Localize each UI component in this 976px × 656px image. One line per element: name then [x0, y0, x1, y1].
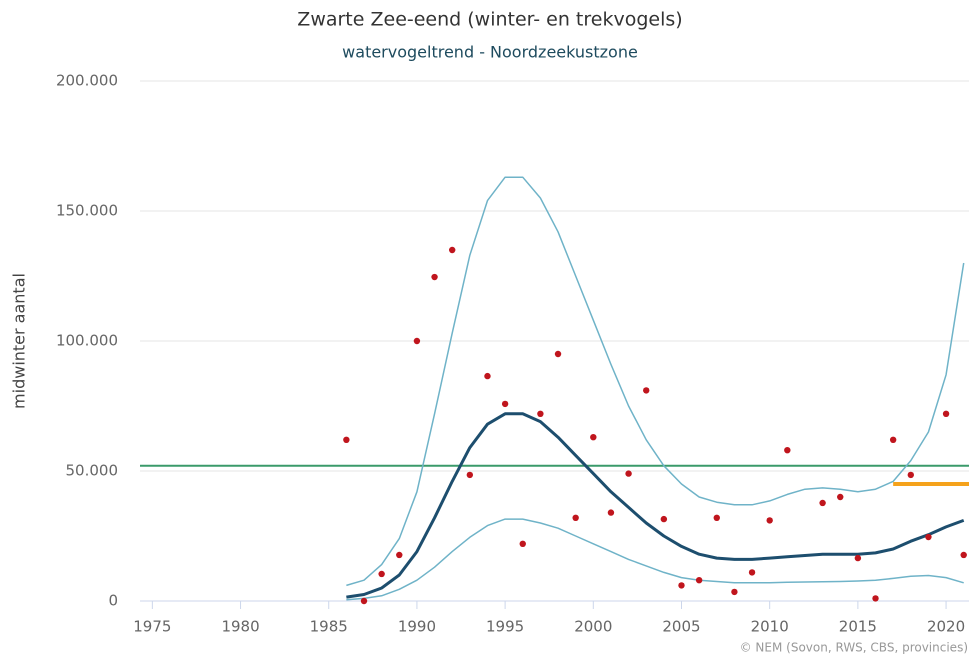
- x-tick-label: 1990: [398, 618, 436, 636]
- x-tick-label: 1975: [133, 618, 171, 636]
- data-point: [448, 246, 456, 254]
- data-point: [519, 540, 526, 547]
- data-point: [854, 554, 862, 562]
- data-point: [431, 273, 438, 281]
- data-point: [889, 436, 897, 443]
- series-line: [346, 518, 964, 601]
- series-line: [346, 412, 965, 599]
- data-point: [501, 400, 509, 408]
- x-tick-label: 1980: [221, 618, 259, 636]
- data-point: [713, 514, 720, 521]
- data-point: [378, 570, 385, 578]
- data-point: [484, 372, 491, 380]
- data-point: [590, 434, 597, 441]
- x-tick-label: 2010: [751, 618, 789, 636]
- data-point: [643, 387, 650, 394]
- data-point: [660, 515, 668, 523]
- x-tick-label: 1995: [486, 618, 524, 636]
- x-tick-label: 2005: [662, 618, 700, 636]
- data-point: [942, 410, 950, 417]
- y-tick-label: 100.000: [56, 332, 118, 350]
- x-tick-label: 2015: [839, 618, 877, 636]
- y-axis-label: midwinter aantal: [10, 273, 29, 409]
- data-point: [572, 514, 579, 521]
- chart-title: Zwarte Zee-eend (winter- en trekvogels): [297, 9, 682, 31]
- data-point: [466, 471, 474, 479]
- data-point: [625, 470, 632, 477]
- data-point: [343, 436, 350, 443]
- x-tick-label: 1985: [310, 618, 348, 636]
- y-tick-label: 50.000: [66, 462, 119, 480]
- x-tick-label: 2000: [574, 618, 612, 636]
- y-tick-label: 200.000: [56, 72, 118, 90]
- data-point: [396, 551, 403, 559]
- data-point: [907, 471, 914, 479]
- chart-subtitle: watervogeltrend - Noordzeekustzone: [342, 43, 638, 62]
- data-point: [678, 582, 685, 589]
- y-tick-label: 0: [108, 592, 118, 610]
- x-tick-label: 2020: [927, 618, 965, 636]
- data-point: [819, 499, 826, 507]
- credit: © NEM (Sovon, RWS, CBS, provincies): [740, 641, 968, 655]
- y-tick-label: 150.000: [56, 202, 118, 220]
- data-point: [837, 493, 844, 501]
- data-point: [766, 517, 773, 524]
- series-line: [346, 176, 965, 587]
- data-point: [872, 595, 879, 602]
- data-point: [960, 551, 967, 559]
- data-point: [554, 350, 562, 358]
- data-point: [731, 588, 738, 596]
- data-point: [360, 597, 368, 605]
- data-point: [695, 577, 703, 584]
- data-point: [537, 410, 544, 417]
- data-point: [925, 533, 932, 541]
- data-point: [748, 569, 756, 576]
- data-point: [784, 447, 791, 454]
- data-point: [607, 509, 615, 516]
- data-point: [413, 337, 421, 345]
